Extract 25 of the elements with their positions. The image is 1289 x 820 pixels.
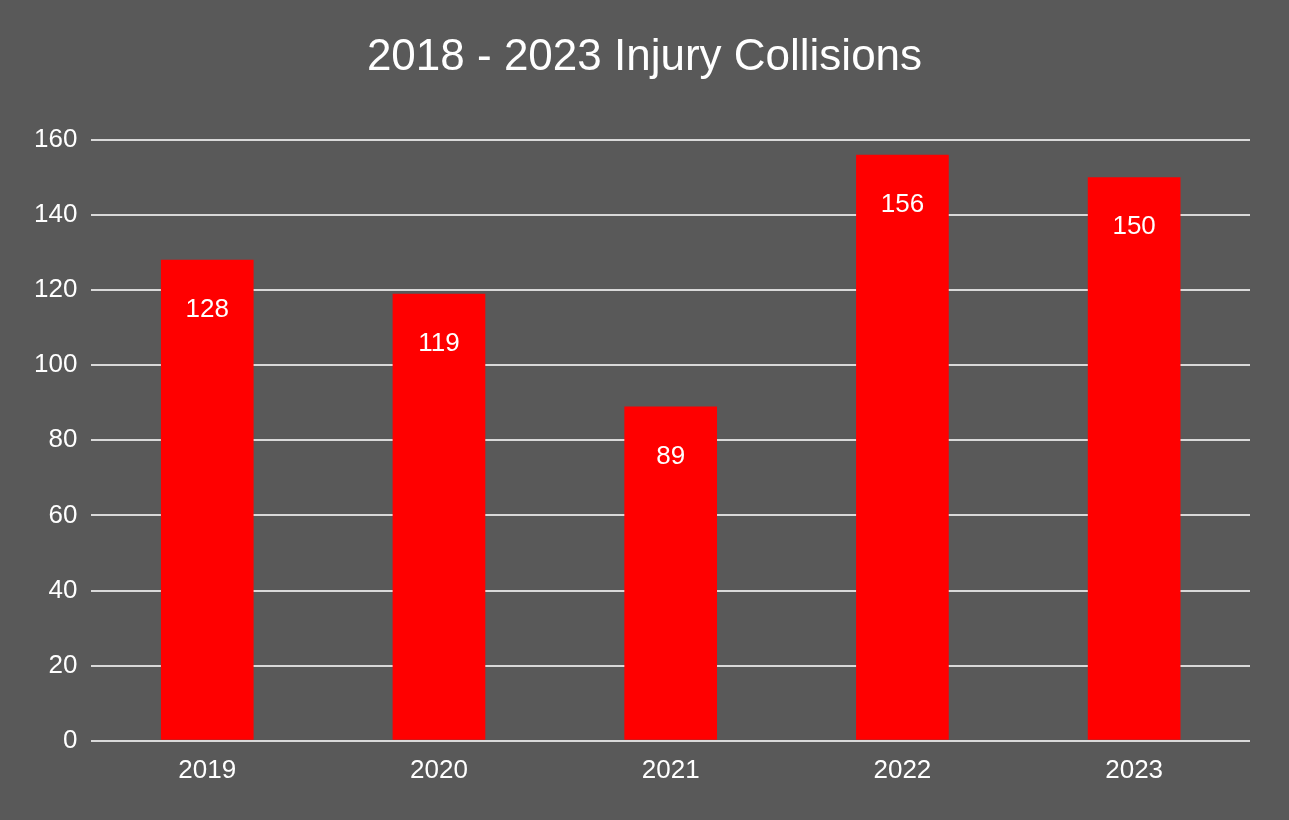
chart-title: 2018 - 2023 Injury Collisions [365,30,924,80]
y-tick-label: 0 [62,723,78,754]
x-tick-label: 2020 [410,753,468,784]
y-tick-label: 160 [33,122,78,153]
x-tick-label: 2022 [873,753,932,784]
x-tick-label: 2019 [178,753,237,784]
y-tick-label: 60 [48,498,78,529]
y-tick-label: 100 [33,348,78,379]
data-label: 156 [880,187,925,218]
data-label: 128 [185,293,229,324]
y-tick-label: 140 [33,197,78,228]
y-tick-label: 120 [33,273,78,304]
x-tick-label: 2023 [1105,753,1164,784]
x-tick-label: 2021 [641,753,700,784]
data-label: 150 [1112,210,1156,241]
bar [160,259,254,740]
bar [856,154,949,740]
y-tick-label: 40 [48,573,78,604]
bar [624,406,718,740]
data-label: 119 [418,326,460,357]
y-tick-label: 80 [48,423,78,454]
data-label: 89 [656,439,686,470]
bar [392,293,486,740]
bar [1087,177,1181,740]
y-tick-label: 20 [48,648,78,679]
